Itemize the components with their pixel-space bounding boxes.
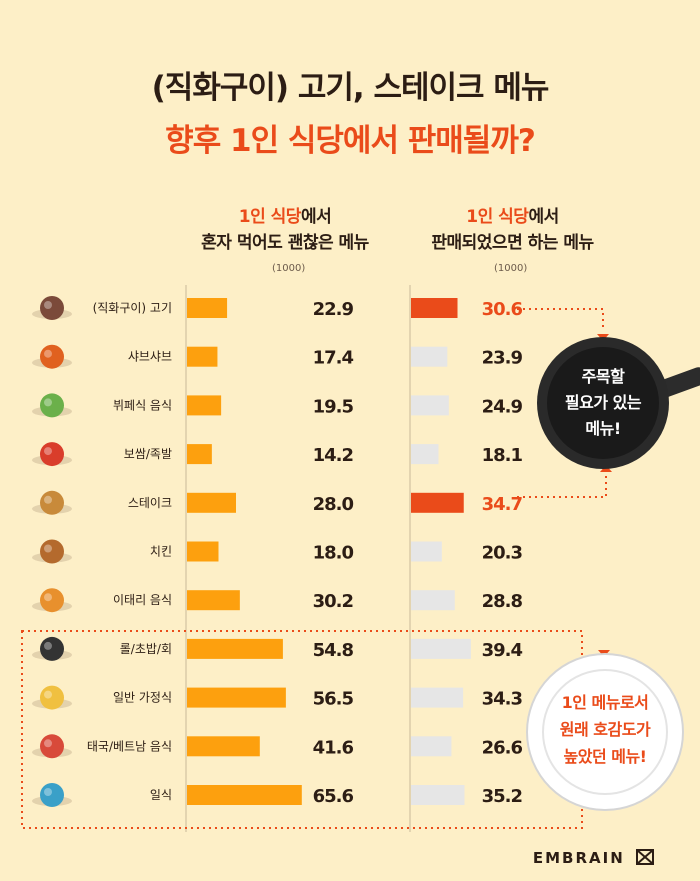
right-value-label: 18.1 [482, 445, 523, 466]
right-value-label: 34.7 [482, 494, 523, 515]
category-label: 일반 가정식 [113, 691, 172, 705]
right-header-rest: 에서 [528, 207, 559, 227]
left-bar [187, 590, 240, 611]
left-value-label: 28.0 [313, 494, 354, 515]
right-bar [411, 736, 452, 757]
right-bar [411, 590, 455, 611]
callout-top: 주목할 필요가 있는 메뉴! [548, 364, 658, 442]
right-header-line2: 판매되었으면 하는 메뉴 [431, 233, 594, 253]
category-label: 샤브샤브 [128, 350, 172, 364]
frying-pan-icon [537, 337, 700, 469]
right-value-label: 30.6 [482, 299, 523, 320]
left-value-label: 54.8 [313, 640, 354, 661]
left-value-label: 56.5 [313, 689, 354, 710]
sushi-icon [32, 636, 72, 661]
left-bar [187, 346, 218, 367]
steak-icon [32, 490, 72, 515]
category-label: (직화구이) 고기 [93, 301, 172, 315]
right-value-label: 20.3 [482, 543, 523, 564]
category-label: 이태리 음식 [113, 593, 172, 607]
category-label: 치킨 [150, 545, 172, 559]
right-bar [411, 541, 442, 562]
left-column-header: 1인 식당에서 혼자 먹어도 괜찮은 메뉴 [180, 204, 390, 256]
left-bar [187, 785, 302, 805]
category-label: 롤/초밥/회 [120, 642, 172, 656]
left-bar [187, 638, 283, 659]
brand-mark-icon [636, 849, 654, 865]
left-value-label: 18.0 [313, 543, 354, 564]
right-bar [411, 785, 465, 805]
right-bar [411, 395, 449, 416]
buffet-icon [32, 393, 72, 418]
right-bar [411, 444, 439, 465]
left-bar [187, 736, 260, 757]
chicken-icon [32, 539, 72, 564]
noodle-icon [32, 734, 72, 759]
left-header-line2: 혼자 먹어도 괜찮은 메뉴 [201, 233, 369, 253]
right-value-label: 35.2 [482, 786, 522, 807]
right-bar [411, 298, 458, 318]
left-bar [187, 687, 286, 708]
callout-top-line2: 필요가 있는 [564, 393, 642, 412]
left-value-label: 17.4 [313, 348, 354, 369]
left-unit: (1000) [272, 263, 306, 274]
right-value-label: 26.6 [482, 737, 523, 758]
homemeal-icon [32, 685, 72, 710]
callout-bottom-line3: 높았던 메뉴! [563, 747, 647, 766]
pot-icon [32, 344, 72, 369]
right-bar [411, 638, 471, 659]
title-line-1: (직화구이) 고기, 스테이크 메뉴 [151, 70, 550, 106]
right-value-label: 24.9 [482, 396, 523, 417]
category-label: 일식 [150, 788, 172, 802]
callout-bottom-line2: 원래 호감도가 [559, 720, 651, 739]
connector-1 [517, 308, 604, 330]
connector-2 [517, 475, 607, 498]
left-value-label: 41.6 [313, 737, 354, 758]
left-bar [187, 444, 212, 465]
pizza-icon [32, 588, 72, 613]
category-label: 태국/베트남 음식 [87, 739, 172, 753]
plate-icon [526, 653, 684, 811]
left-value-label: 14.2 [313, 445, 353, 466]
callout-bottom: 1인 메뉴로서 원래 호감도가 높았던 메뉴! [540, 689, 670, 770]
right-value-label: 34.3 [482, 689, 523, 710]
left-value-label: 22.9 [313, 299, 354, 320]
right-bar [411, 346, 448, 367]
meat-icon [32, 296, 72, 320]
fish-icon [32, 783, 72, 807]
left-value-label: 30.2 [313, 591, 353, 612]
right-value-label: 28.8 [482, 591, 523, 612]
right-column-header: 1인 식당에서 판매되었으면 하는 메뉴 [405, 204, 620, 256]
brand-text: EMBRAIN [532, 849, 625, 867]
category-label: 보쌈/족발 [124, 447, 172, 461]
title-line-2: 향후 1인 식당에서 판매될까? [165, 123, 536, 159]
left-bar [187, 298, 228, 318]
left-value-label: 19.5 [313, 396, 354, 417]
callout-top-line3: 메뉴! [585, 419, 621, 438]
right-bar [411, 687, 464, 708]
right-value-label: 39.4 [482, 640, 523, 661]
left-header-rest: 에서 [300, 207, 332, 227]
ham-icon [32, 442, 72, 467]
callout-top-line1: 주목할 [581, 367, 625, 386]
left-value-label: 65.6 [313, 786, 354, 807]
left-bar [187, 395, 222, 416]
right-value-label: 23.9 [482, 348, 523, 369]
left-bar [187, 492, 236, 513]
left-header-highlight: 1인 식당 [238, 207, 302, 227]
category-label: 스테이크 [128, 496, 172, 510]
right-header-highlight: 1인 식당 [466, 207, 529, 227]
brand-logo: EMBRAIN [533, 849, 654, 867]
left-bar [187, 541, 219, 562]
right-unit: (1000) [494, 263, 528, 274]
right-bar [411, 492, 464, 513]
callout-bottom-line1: 1인 메뉴로서 [561, 693, 649, 712]
category-label: 뷔페식 음식 [113, 398, 172, 412]
